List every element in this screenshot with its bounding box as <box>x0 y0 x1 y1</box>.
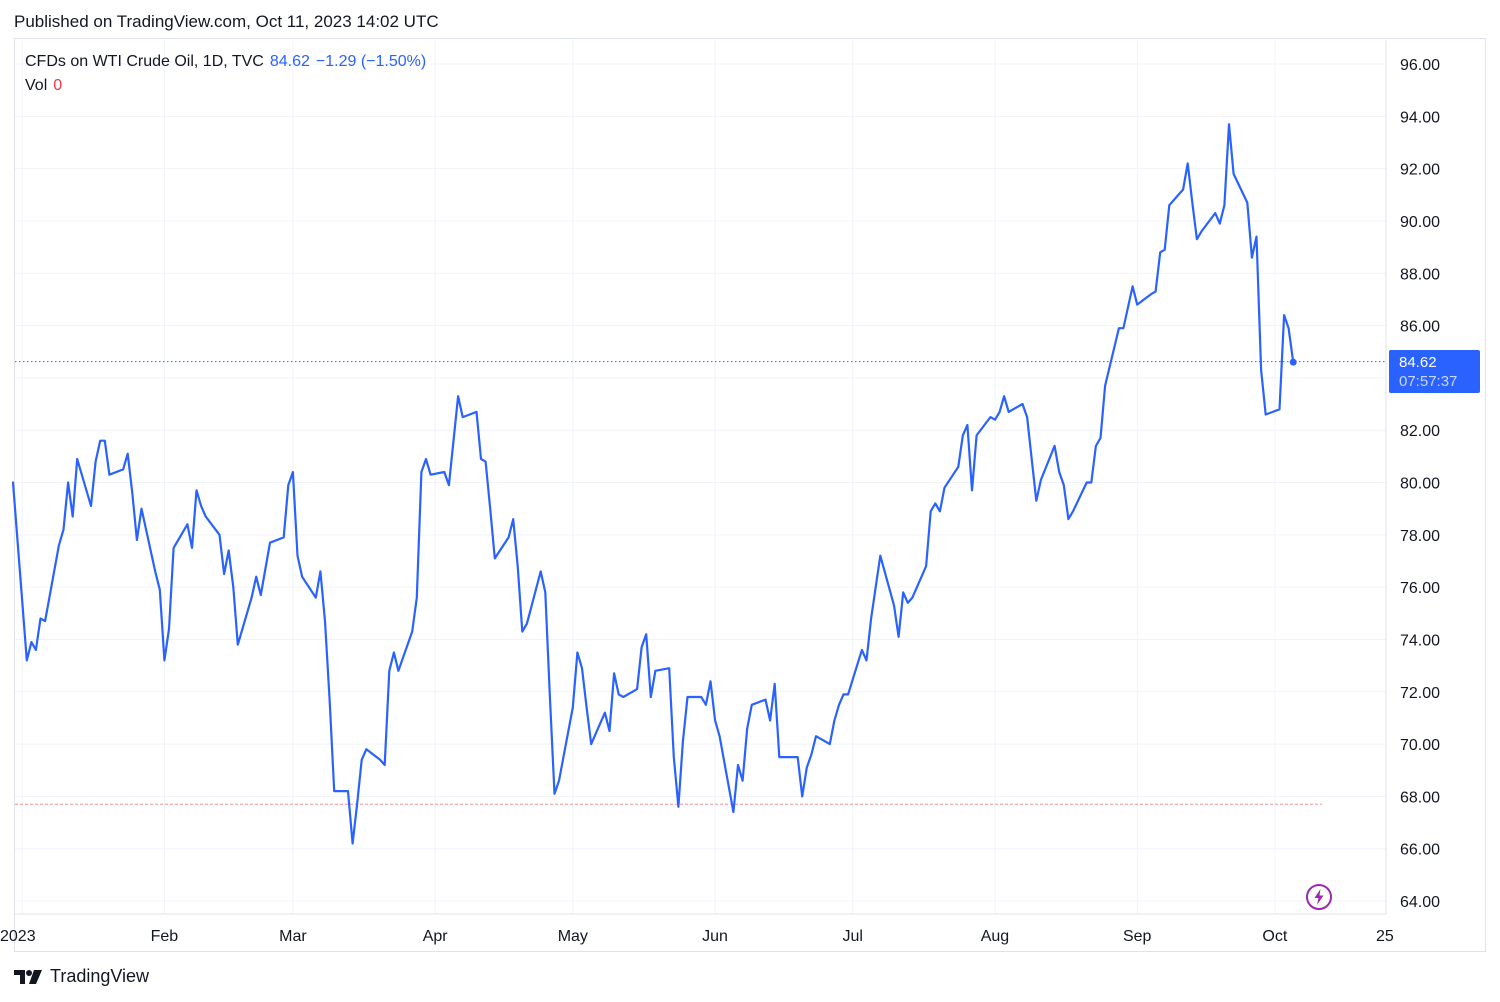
legend-symbol[interactable]: CFDs on WTI Crude Oil, 1D, TVC <box>25 53 264 70</box>
price-series-line[interactable] <box>11 123 1295 845</box>
y-tick-label: 68.00 <box>1400 789 1440 806</box>
y-tick-label: 72.00 <box>1400 685 1440 702</box>
y-tick-label: 76.00 <box>1400 580 1440 597</box>
y-tick-label: 96.00 <box>1400 57 1440 74</box>
y-tick-label: 82.00 <box>1400 423 1440 440</box>
last-price-badge: 84.62 07:57:37 <box>1389 350 1480 393</box>
x-tick-label: Jul <box>842 928 862 945</box>
x-tick-label: Sep <box>1123 928 1152 945</box>
y-tick-label: 70.00 <box>1400 737 1440 754</box>
published-caption: Published on TradingView.com, Oct 11, 20… <box>14 12 439 31</box>
lightning-bolt-icon[interactable] <box>1305 883 1333 911</box>
x-tick-label: Aug <box>981 928 1009 945</box>
x-tick-label: 2023 <box>0 928 36 945</box>
y-tick-label: 86.00 <box>1400 319 1440 336</box>
y-tick-label: 88.00 <box>1400 266 1440 283</box>
legend-change: −1.29 (−1.50%) <box>315 53 427 70</box>
y-tick-label: 92.00 <box>1400 162 1440 179</box>
last-price-badge-value: 84.62 <box>1399 354 1437 371</box>
bar-countdown: 07:57:37 <box>1399 373 1458 390</box>
chart-legend: CFDs on WTI Crude Oil, 1D, TVC 84.62 −1.29… <box>25 50 426 98</box>
y-tick-label: 80.00 <box>1400 476 1440 493</box>
x-tick-label: Mar <box>279 928 307 945</box>
y-tick-label: 94.00 <box>1400 109 1440 126</box>
y-tick-label: 74.00 <box>1400 632 1440 649</box>
x-tick-label: May <box>558 928 588 945</box>
x-tick-label: Oct <box>1262 928 1287 945</box>
y-tick-label: 64.00 <box>1400 894 1440 911</box>
x-tick-label: Apr <box>423 928 449 945</box>
legend-volume-value: 0 <box>53 77 63 94</box>
footer-logo[interactable]: TradingView <box>14 966 149 987</box>
y-tick-label: 66.00 <box>1400 842 1440 859</box>
last-price-marker <box>1289 358 1297 366</box>
tradingview-logo-icon <box>14 969 42 984</box>
x-tick-label: Feb <box>151 928 179 945</box>
y-tick-label: 78.00 <box>1400 528 1440 545</box>
legend-last-price: 84.62 <box>269 53 310 70</box>
x-tick-label: Jun <box>702 928 728 945</box>
footer-brand: TradingView <box>50 966 150 986</box>
x-tick-label: 25 <box>1376 928 1394 945</box>
y-tick-label: 90.00 <box>1400 214 1440 231</box>
legend-volume-label[interactable]: Vol <box>25 77 48 94</box>
